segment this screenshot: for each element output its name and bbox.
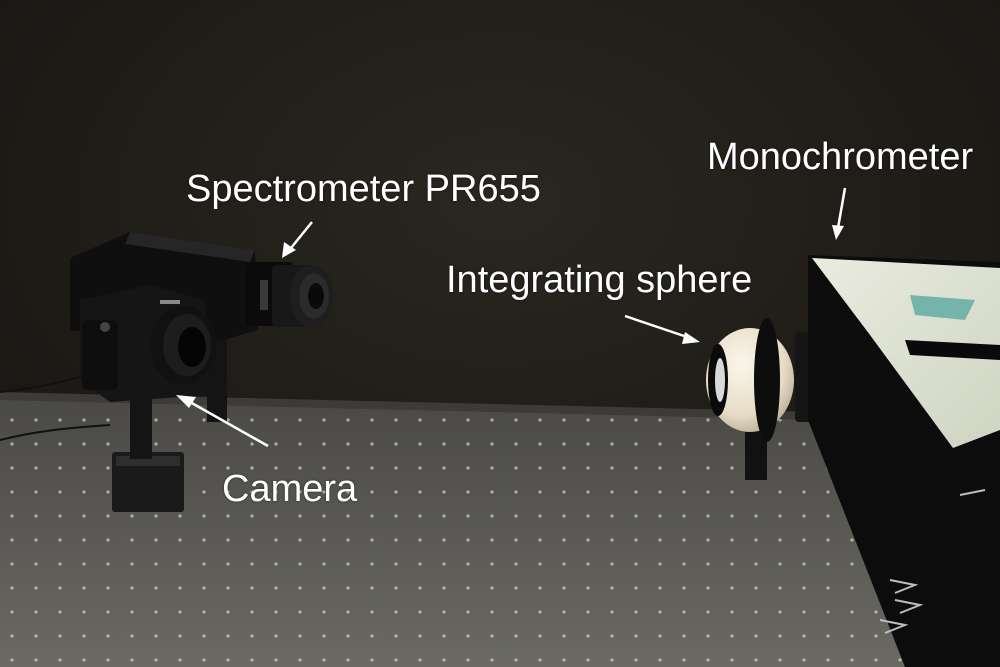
arrow-to-camera <box>189 400 269 448</box>
arrow-to-monochrometer <box>836 187 847 229</box>
arrow-to-spectrometer <box>290 221 313 249</box>
spectrometer-label: Spectrometer PR655 <box>186 168 541 210</box>
monochrometer-label: Monochrometer <box>707 136 974 178</box>
optical-table <box>0 392 905 667</box>
integrating-sphere-label: Integrating sphere <box>446 259 753 301</box>
arrow-to-sphere <box>624 314 691 340</box>
camera-body <box>80 285 216 402</box>
annotation-arrows <box>176 187 847 448</box>
camera-label: Camera <box>222 468 358 510</box>
monochrometer <box>808 255 1000 667</box>
